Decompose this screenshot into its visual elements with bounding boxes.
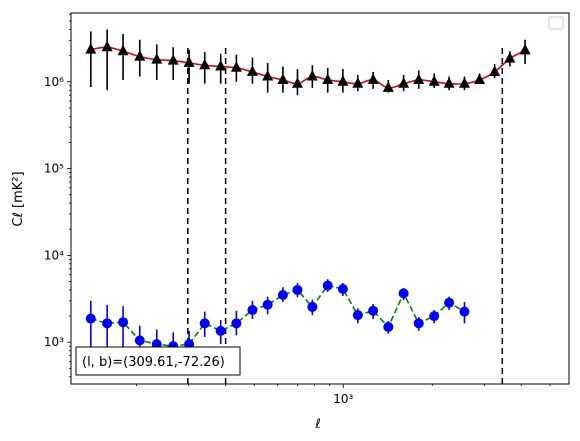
upper-series-point: [398, 77, 410, 88]
upper-series-point: [352, 77, 364, 88]
upper-series-point: [474, 73, 486, 84]
annotation-text: (l, b)=(309.61,-72.26): [82, 355, 225, 370]
lower-series-point: [85, 313, 96, 324]
lower-series-point: [444, 297, 455, 308]
ticks-layer: 10³ 10⁴ 10⁵ 10⁶ 10³: [44, 13, 551, 406]
upper-series-point: [134, 50, 146, 61]
lower-series-point: [277, 289, 288, 300]
upper-series-point: [101, 40, 113, 52]
lower-series-point: [262, 299, 273, 310]
lower-series-point: [118, 317, 129, 328]
lower-series-point: [368, 305, 379, 316]
lower-series-point: [247, 304, 258, 315]
upper-series-point: [428, 75, 440, 86]
upper-series-point: [504, 52, 516, 63]
lower-series-point: [307, 301, 318, 312]
lower-series-point: [413, 318, 424, 329]
upper-series-point: [230, 61, 242, 72]
upper-series-point: [489, 65, 501, 76]
lower-series-point: [429, 311, 440, 322]
plot-frame: [70, 12, 570, 385]
upper-series-point: [382, 81, 394, 92]
y-tick-label: 10⁶: [44, 75, 64, 89]
upper-series-point: [337, 75, 349, 86]
upper-series-point: [199, 58, 211, 70]
y-tick-label: 10⁴: [44, 248, 64, 262]
upper-series-point: [215, 59, 227, 71]
upper-series-point: [183, 56, 195, 67]
lower-series-point: [231, 318, 242, 329]
y-axis-label: Cℓ [mK²]: [11, 171, 26, 226]
lower-series-point: [102, 318, 113, 329]
lower-series-point: [352, 310, 363, 321]
upper-series-point: [443, 77, 455, 88]
upper-series-point: [277, 73, 289, 84]
lower-series-point: [199, 318, 210, 329]
upper-series-point: [413, 73, 425, 84]
upper-series-point: [85, 43, 97, 54]
lower-series-point: [215, 325, 226, 336]
plot-layer: [85, 29, 531, 384]
upper-series-point: [367, 73, 379, 84]
upper-series-point: [322, 73, 334, 84]
upper-series-point: [519, 43, 531, 55]
lower-series-point: [134, 335, 145, 346]
annotation-box: [75, 346, 241, 376]
upper-series-point: [246, 65, 258, 76]
lower-series-point: [322, 280, 333, 291]
upper-series-point: [117, 44, 129, 56]
y-tick-label: 10³: [44, 335, 64, 349]
y-tick-label: 10⁵: [44, 162, 64, 176]
legend-box[interactable]: [548, 16, 564, 30]
x-tick-label: 10³: [333, 392, 353, 406]
upper-series-point: [151, 53, 163, 64]
lower-series-point: [383, 321, 394, 332]
upper-series-point: [458, 77, 470, 88]
x-axis-label: ℓ: [314, 417, 320, 432]
upper-series-point: [306, 70, 318, 81]
lower-series-point: [337, 284, 348, 295]
upper-series-point: [262, 70, 274, 81]
upper-series-point: [291, 77, 303, 88]
lower-series-point: [398, 288, 409, 299]
lower-series-point: [459, 306, 470, 317]
upper-series-point: [167, 54, 179, 65]
lower-series-point: [292, 284, 303, 295]
